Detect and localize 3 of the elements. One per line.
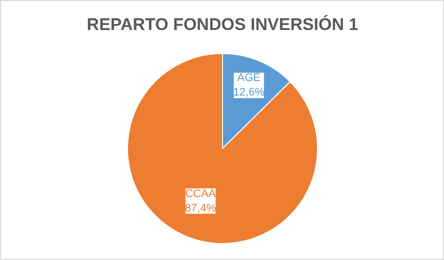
data-label: 12,6% — [233, 86, 265, 99]
chart-title: REPARTO FONDOS INVERSIÓN 1 — [86, 14, 358, 34]
slice-label: AGE — [237, 72, 260, 84]
